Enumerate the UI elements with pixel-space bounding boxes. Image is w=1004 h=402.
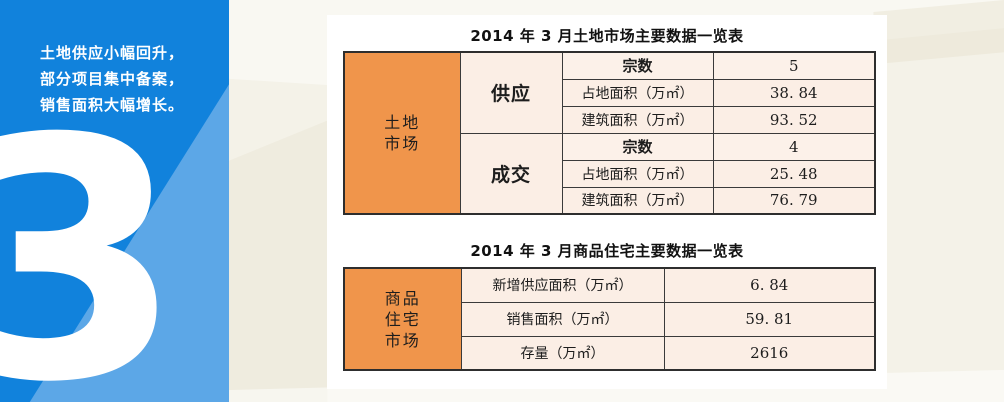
category-line: 土地 bbox=[384, 113, 421, 132]
category-line: 商品 bbox=[384, 288, 421, 308]
month-sidebar-panel: 3 土地供应小幅回升， 部分项目集中备案， 销售面积大幅增长。 bbox=[0, 0, 229, 402]
row-value: 93. 52 bbox=[712, 105, 876, 134]
category-line: 市场 bbox=[384, 134, 421, 153]
summary-line-1: 土地供应小幅回升， bbox=[40, 44, 185, 62]
row-value: 38. 84 bbox=[712, 78, 876, 107]
housing-table-title: 2014 年 3 月商品住宅主要数据一览表 bbox=[470, 242, 744, 260]
summary-line-3: 销售面积大幅增长。 bbox=[40, 96, 185, 114]
land-table: 土地 市场 供应 宗数 5 占地面积（万㎡） 38. 84 建筑面积（万㎡） 9… bbox=[343, 51, 876, 215]
row-label: 占地面积（万㎡） bbox=[561, 159, 714, 188]
row-label: 宗数 bbox=[561, 132, 714, 161]
table-row: 建筑面积（万㎡） 93. 52 bbox=[344, 105, 876, 134]
row-label: 建筑面积（万㎡） bbox=[561, 186, 714, 215]
row-value: 2616 bbox=[663, 335, 876, 371]
row-label: 新增供应面积（万㎡） bbox=[460, 267, 665, 303]
content-panel: 2014 年 3 月土地市场主要数据一览表 土地 市场 供应 宗数 5 占地面积… bbox=[327, 15, 887, 389]
row-label: 建筑面积（万㎡） bbox=[561, 105, 714, 134]
housing-category-cell: 商品 住宅 市场 bbox=[343, 267, 462, 371]
month-number: 3 bbox=[0, 69, 184, 402]
housing-table: 商品 住宅 市场 新增供应面积（万㎡） 6. 84 销售面积（万㎡） 59. 8… bbox=[343, 267, 876, 371]
row-value: 76. 79 bbox=[712, 186, 876, 215]
table-row: 销售面积（万㎡） 59. 81 bbox=[344, 301, 876, 337]
row-value: 4 bbox=[712, 132, 876, 161]
row-label: 存量（万㎡） bbox=[460, 335, 665, 371]
supply-group-cell: 供应 bbox=[459, 51, 563, 134]
row-value: 59. 81 bbox=[663, 301, 876, 337]
row-value: 6. 84 bbox=[663, 267, 876, 303]
row-label: 销售面积（万㎡） bbox=[460, 301, 665, 337]
table-row: 占地面积（万㎡） 38. 84 bbox=[344, 78, 876, 107]
row-label: 宗数 bbox=[561, 51, 714, 80]
summary-text: 土地供应小幅回升， 部分项目集中备案， 销售面积大幅增长。 bbox=[40, 40, 184, 118]
table-row: 成交 宗数 4 bbox=[344, 132, 876, 215]
category-line: 住宅 bbox=[384, 309, 421, 329]
table-row: 占地面积（万㎡） 25. 48 bbox=[344, 159, 876, 188]
row-value: 25. 48 bbox=[712, 159, 876, 188]
land-table-title: 2014 年 3 月土地市场主要数据一览表 bbox=[470, 27, 744, 45]
table-row: 土地 市场 供应 宗数 5 bbox=[343, 51, 876, 215]
row-value: 5 bbox=[712, 51, 876, 80]
row-label: 占地面积（万㎡） bbox=[561, 78, 714, 107]
deal-group-cell: 成交 bbox=[459, 132, 563, 215]
table-row: 商品 住宅 市场 新增供应面积（万㎡） 6. 84 bbox=[343, 267, 876, 371]
category-line: 市场 bbox=[384, 330, 421, 350]
summary-line-2: 部分项目集中备案， bbox=[40, 70, 185, 88]
table-row: 建筑面积（万㎡） 76. 79 bbox=[344, 186, 876, 215]
table-row: 存量（万㎡） 2616 bbox=[344, 335, 876, 371]
land-category-cell: 土地 市场 bbox=[343, 51, 461, 215]
